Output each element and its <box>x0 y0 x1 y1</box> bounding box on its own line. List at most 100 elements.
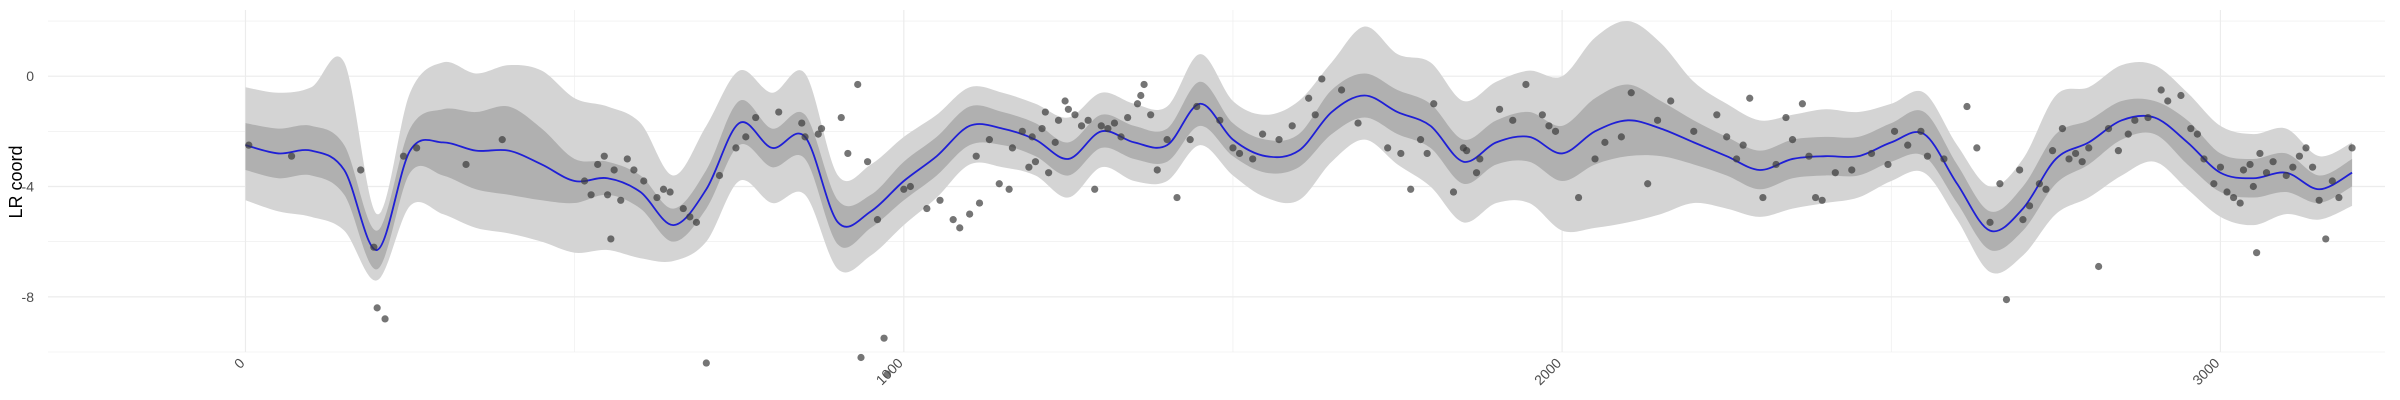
data-point <box>1249 155 1257 163</box>
data-point <box>1653 116 1662 124</box>
data-point <box>1311 111 1319 119</box>
data-point <box>2335 193 2343 202</box>
data-point <box>2216 163 2225 171</box>
data-point <box>1848 166 1856 174</box>
data-point <box>610 166 618 174</box>
data-point <box>1617 133 1625 141</box>
y-tick-label: -4 <box>22 179 35 195</box>
data-point <box>1423 149 1431 158</box>
data-point <box>883 370 891 378</box>
data-point <box>1509 116 1517 124</box>
data-point <box>1601 138 1609 146</box>
data-point <box>2078 158 2086 166</box>
data-point <box>2308 163 2317 171</box>
data-point <box>1788 136 1797 144</box>
data-point <box>2002 295 2011 304</box>
data-point <box>1495 105 1504 113</box>
data-point <box>2295 152 2304 160</box>
data-point <box>985 136 993 144</box>
data-point <box>692 218 701 226</box>
data-point <box>966 210 974 218</box>
data-point <box>1097 122 1105 130</box>
data-point <box>1051 138 1059 146</box>
data-point <box>1018 127 1026 135</box>
data-point <box>1831 169 1839 177</box>
x-tick-label: 0 <box>231 355 248 372</box>
data-point <box>2042 185 2050 193</box>
data-point <box>1173 193 1181 202</box>
data-point <box>1782 113 1790 122</box>
data-point <box>666 188 674 196</box>
data-point <box>2315 196 2323 204</box>
data-point <box>607 235 615 243</box>
data-point <box>2262 169 2271 177</box>
data-point <box>1463 147 1471 155</box>
data-point <box>775 108 783 116</box>
x-tick-label: 2000 <box>1531 355 1564 388</box>
data-point <box>1940 155 1948 163</box>
data-point <box>1884 160 1892 169</box>
data-point <box>949 216 957 224</box>
data-point <box>1140 80 1148 89</box>
data-point <box>1084 116 1092 124</box>
data-point <box>679 204 687 213</box>
data-point <box>1229 144 1237 152</box>
data-point <box>373 304 381 312</box>
data-point <box>1739 141 1747 149</box>
data-point <box>1235 149 1244 158</box>
data-point <box>1713 111 1721 119</box>
data-point <box>1275 136 1283 144</box>
data-point <box>1193 102 1201 111</box>
data-point <box>742 133 750 141</box>
data-point <box>640 177 648 185</box>
data-point <box>1818 196 1826 204</box>
data-point <box>2348 144 2356 152</box>
data-point <box>1104 124 1112 133</box>
data-point <box>2282 171 2290 180</box>
data-point <box>2239 166 2248 174</box>
data-point <box>1627 89 1635 97</box>
y-tick-label: 0 <box>26 68 34 84</box>
data-point <box>844 149 852 158</box>
data-point <box>1430 100 1438 108</box>
data-point <box>2124 130 2132 138</box>
data-point <box>1667 97 1675 105</box>
data-point <box>1025 163 1033 171</box>
y-axis-tick-labels: 0 -4 -8 <box>22 68 35 305</box>
data-point <box>1798 100 1806 108</box>
data-point <box>1472 169 1481 177</box>
data-point <box>245 141 253 149</box>
data-point <box>1644 180 1652 188</box>
data-point <box>659 185 668 193</box>
data-point <box>2164 97 2172 105</box>
data-point <box>1574 193 1583 202</box>
data-point <box>653 193 661 202</box>
data-point <box>1917 127 1925 135</box>
data-point <box>594 160 602 169</box>
data-point <box>2328 177 2336 185</box>
data-point <box>357 166 365 174</box>
data-point <box>1054 116 1063 124</box>
scatter-points <box>245 75 2356 378</box>
data-point <box>752 113 760 122</box>
data-point <box>1973 144 1981 152</box>
data-point <box>1996 180 2004 188</box>
data-point <box>1732 155 1741 163</box>
data-point <box>814 130 822 138</box>
data-point <box>2104 124 2113 133</box>
data-point <box>1904 141 1912 149</box>
data-point <box>2229 193 2238 202</box>
data-point <box>975 199 984 207</box>
data-point <box>623 155 631 163</box>
data-point <box>1538 111 1546 119</box>
y-axis-title: LR coord <box>6 145 26 218</box>
data-point <box>462 160 470 169</box>
data-point <box>906 182 914 191</box>
data-point <box>2131 116 2139 124</box>
data-point <box>801 133 809 141</box>
data-point <box>2016 166 2024 174</box>
data-point <box>1384 144 1392 152</box>
data-point <box>1045 169 1053 177</box>
data-point <box>2187 124 2195 133</box>
